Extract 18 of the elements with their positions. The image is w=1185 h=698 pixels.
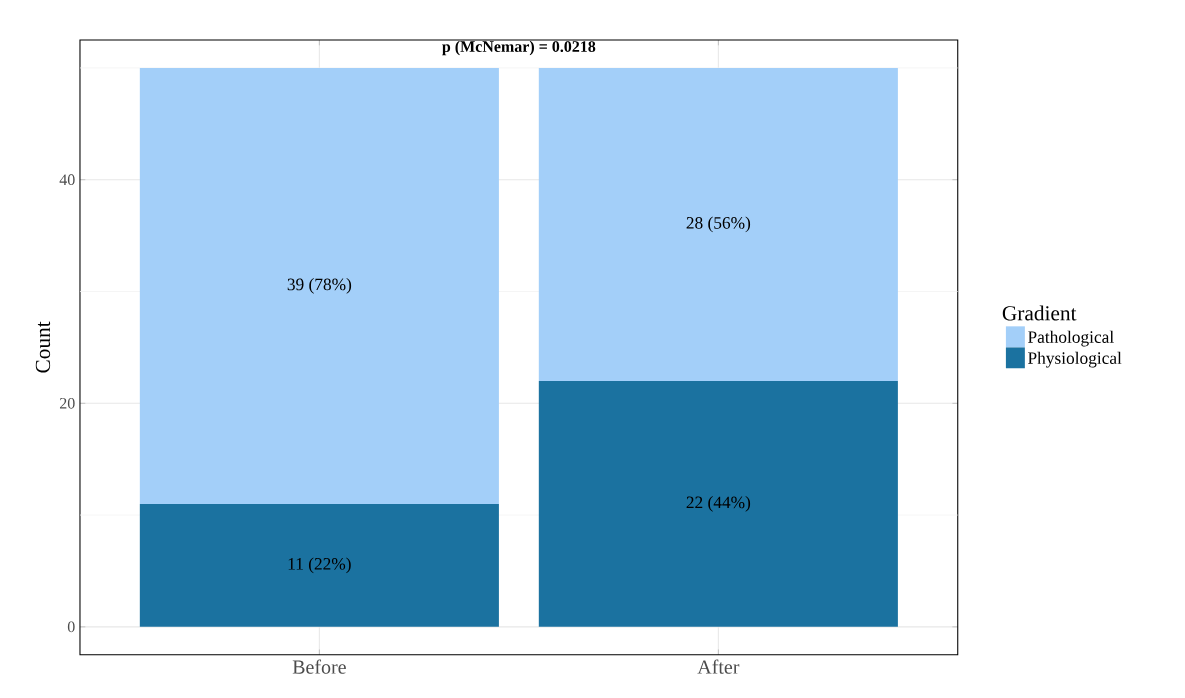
y-tick-label: 20: [59, 397, 75, 409]
y-tick-label: 0: [67, 621, 75, 633]
y-axis-title: Count: [35, 321, 51, 373]
data-label: 28 (56%): [686, 216, 751, 233]
chart-title: p (McNemar) = 0.0218: [442, 40, 596, 56]
data-label: 39 (78%): [287, 278, 352, 294]
legend-label: Physiological: [1028, 351, 1122, 368]
legend-title: Gradient: [1002, 305, 1077, 321]
x-tick-label: After: [697, 659, 740, 674]
bar: [139, 503, 499, 627]
bar: [139, 68, 499, 504]
bar: [538, 68, 898, 382]
bar: [538, 381, 898, 627]
data-label: 11 (22%): [288, 557, 351, 574]
x-tick-label: Before: [292, 659, 346, 674]
legend-label: Pathological: [1028, 330, 1114, 347]
y-tick-label: 40: [59, 174, 75, 186]
data-label: 22 (44%): [686, 496, 751, 512]
